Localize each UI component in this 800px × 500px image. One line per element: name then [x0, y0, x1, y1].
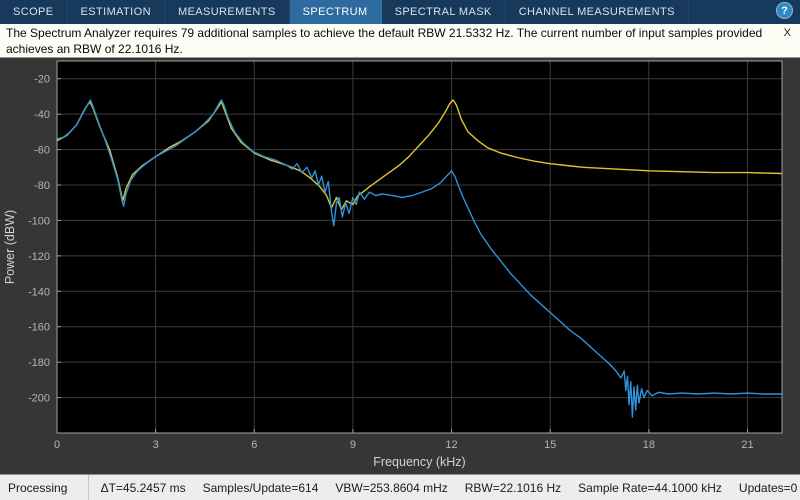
svg-text:-100: -100: [28, 215, 50, 227]
svg-text:-120: -120: [28, 251, 50, 263]
tab-spectral-mask[interactable]: SPECTRAL MASK: [382, 0, 506, 24]
svg-text:3: 3: [153, 439, 159, 451]
toolbar-spacer: [689, 0, 776, 24]
svg-text:Power (dBW): Power (dBW): [3, 210, 17, 284]
svg-text:-80: -80: [34, 180, 50, 192]
svg-text:18: 18: [643, 439, 655, 451]
toolbar: SCOPE ESTIMATION MEASUREMENTS SPECTRUM S…: [0, 0, 800, 24]
close-icon[interactable]: X: [783, 27, 791, 39]
svg-text:Frequency (kHz): Frequency (kHz): [373, 455, 465, 469]
help-icon[interactable]: ?: [776, 2, 793, 19]
tab-estimation[interactable]: ESTIMATION: [68, 0, 165, 24]
tab-measurements[interactable]: MEASUREMENTS: [165, 0, 290, 24]
svg-text:-20: -20: [34, 74, 50, 86]
svg-text:-60: -60: [34, 145, 50, 157]
svg-text:-140: -140: [28, 286, 50, 298]
tab-scope[interactable]: SCOPE: [0, 0, 68, 24]
notification-bar: The Spectrum Analyzer requires 79 additi…: [0, 24, 800, 58]
svg-text:12: 12: [445, 439, 457, 451]
svg-text:21: 21: [741, 439, 753, 451]
spectrum-plot[interactable]: 0 3 6 9 12 15 18 21 -20 -40 -60 -80 -100 -120 -140 -160…: [0, 58, 800, 474]
svg-text:9: 9: [350, 439, 356, 451]
status-item-samples-per-update: Samples/Update=614: [202, 480, 319, 495]
svg-text:0: 0: [54, 439, 60, 451]
status-items: ΔT=45.2457 ms Samples/Update=614 VBW=253…: [89, 481, 800, 495]
svg-text:-40: -40: [34, 109, 50, 121]
status-item-vbw: VBW=253.8604 mHz: [335, 480, 448, 495]
notification-message: The Spectrum Analyzer requires 79 additi…: [6, 26, 763, 56]
svg-text:-180: -180: [28, 357, 50, 369]
svg-text:6: 6: [251, 439, 257, 451]
status-bar: Processing ΔT=45.2457 ms Samples/Update=…: [0, 474, 800, 500]
status-processing-label: Processing: [0, 475, 89, 500]
svg-text:-160: -160: [28, 322, 50, 334]
plot-area: 0 3 6 9 12 15 18 21 -20 -40 -60 -80 -100 -120 -140 -160…: [0, 58, 800, 474]
status-item-sample-rate: Sample Rate=44.1000 kHz: [578, 480, 722, 495]
tab-channel-measurements[interactable]: CHANNEL MEASUREMENTS: [506, 0, 689, 24]
svg-text:15: 15: [544, 439, 556, 451]
svg-text:-200: -200: [28, 393, 50, 405]
tab-spectrum[interactable]: SPECTRUM: [289, 0, 382, 24]
status-item-rbw: RBW=22.1016 Hz: [464, 480, 562, 495]
status-item-delta-t: ΔT=45.2457 ms: [100, 480, 186, 495]
status-item-updates: Updates=0: [738, 480, 798, 495]
